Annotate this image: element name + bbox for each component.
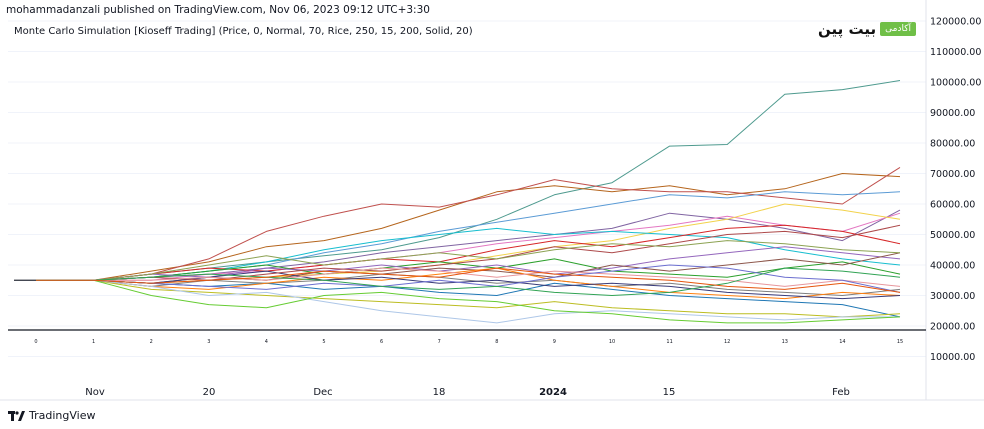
study-legend[interactable]: Monte Carlo Simulation [Kioseff Trading]… xyxy=(14,26,473,37)
date-tick-label: Nov xyxy=(85,387,105,398)
step-label: 0 xyxy=(34,339,37,345)
brand-wordmark: بیت پین xyxy=(818,20,877,38)
simulation-path-line xyxy=(36,264,901,293)
step-label: 9 xyxy=(553,339,556,345)
simulation-path-line xyxy=(36,279,901,318)
y-tick-label: 40000.00 xyxy=(930,261,975,272)
simulation-path-line xyxy=(36,166,901,281)
simulation-path-line xyxy=(36,240,901,281)
simulation-path-line xyxy=(36,267,901,296)
step-label: 3 xyxy=(207,339,210,345)
grid-lines xyxy=(8,20,926,357)
step-label: 14 xyxy=(839,339,845,345)
series-layer xyxy=(14,80,901,324)
y-tick-label: 80000.00 xyxy=(930,139,975,150)
step-label: 8 xyxy=(495,339,498,345)
y-tick-label: 30000.00 xyxy=(930,291,975,302)
simulation-path-line xyxy=(36,270,901,300)
y-axis: 10000.00 20000.00 30000.00 40000.00 50000.00… xyxy=(925,0,981,400)
brand-tag: آکادمی xyxy=(880,22,916,36)
simulation-path-line xyxy=(36,267,901,287)
date-tick-label: Feb xyxy=(832,387,850,398)
step-label: 6 xyxy=(380,339,383,345)
simulation-path-line xyxy=(36,212,901,281)
step-label: 13 xyxy=(782,339,788,345)
y-tick-label: 110000.00 xyxy=(930,47,981,58)
step-label: 1 xyxy=(92,339,95,345)
step-label: 15 xyxy=(897,339,903,345)
tradingview-logo[interactable]: TradingView xyxy=(8,409,95,422)
simulation-path-line xyxy=(36,279,901,324)
simulation-path-line xyxy=(36,267,901,293)
step-label: 7 xyxy=(438,339,441,345)
step-label: 10 xyxy=(609,339,615,345)
tradingview-icon xyxy=(8,410,25,421)
y-tick-label: 20000.00 xyxy=(930,322,975,333)
y-tick-label: 70000.00 xyxy=(930,169,975,180)
date-tick-label: Dec xyxy=(313,387,332,398)
date-tick-label: 15 xyxy=(663,387,676,398)
simulation-path-line xyxy=(36,267,901,300)
date-tick-label: 2024 xyxy=(539,387,567,398)
y-tick-label: 120000.00 xyxy=(930,17,981,28)
y-tick-label: 60000.00 xyxy=(930,200,975,211)
step-label: 4 xyxy=(265,339,268,345)
step-axis: 0 1 2 3 4 5 6 7 8 9 10 11 12 13 14 15 xyxy=(8,329,926,345)
simulation-path-line xyxy=(36,191,901,281)
y-tick-label: 90000.00 xyxy=(930,108,975,119)
date-axis: Nov 20 Dec 18 2024 15 Feb xyxy=(0,387,984,401)
simulation-path-line xyxy=(36,279,900,324)
y-tick-label: 10000.00 xyxy=(930,352,975,363)
date-tick-label: 20 xyxy=(203,387,216,398)
date-tick-label: 18 xyxy=(433,387,446,398)
simulation-path-line xyxy=(36,80,901,281)
y-tick-label: 50000.00 xyxy=(930,230,975,241)
step-label: 11 xyxy=(666,339,672,345)
y-tick-label: 100000.00 xyxy=(930,78,981,89)
brand-logo: بیت پین آکادمی xyxy=(818,20,916,38)
simulation-path-line xyxy=(36,273,901,296)
tradingview-logo-text: TradingView xyxy=(29,409,96,422)
publish-header: mohammadanzali published on TradingView.… xyxy=(6,4,430,16)
simulation-path-line xyxy=(36,279,901,318)
step-label: 5 xyxy=(322,339,325,345)
step-label: 12 xyxy=(724,339,730,345)
step-label: 2 xyxy=(150,339,153,345)
